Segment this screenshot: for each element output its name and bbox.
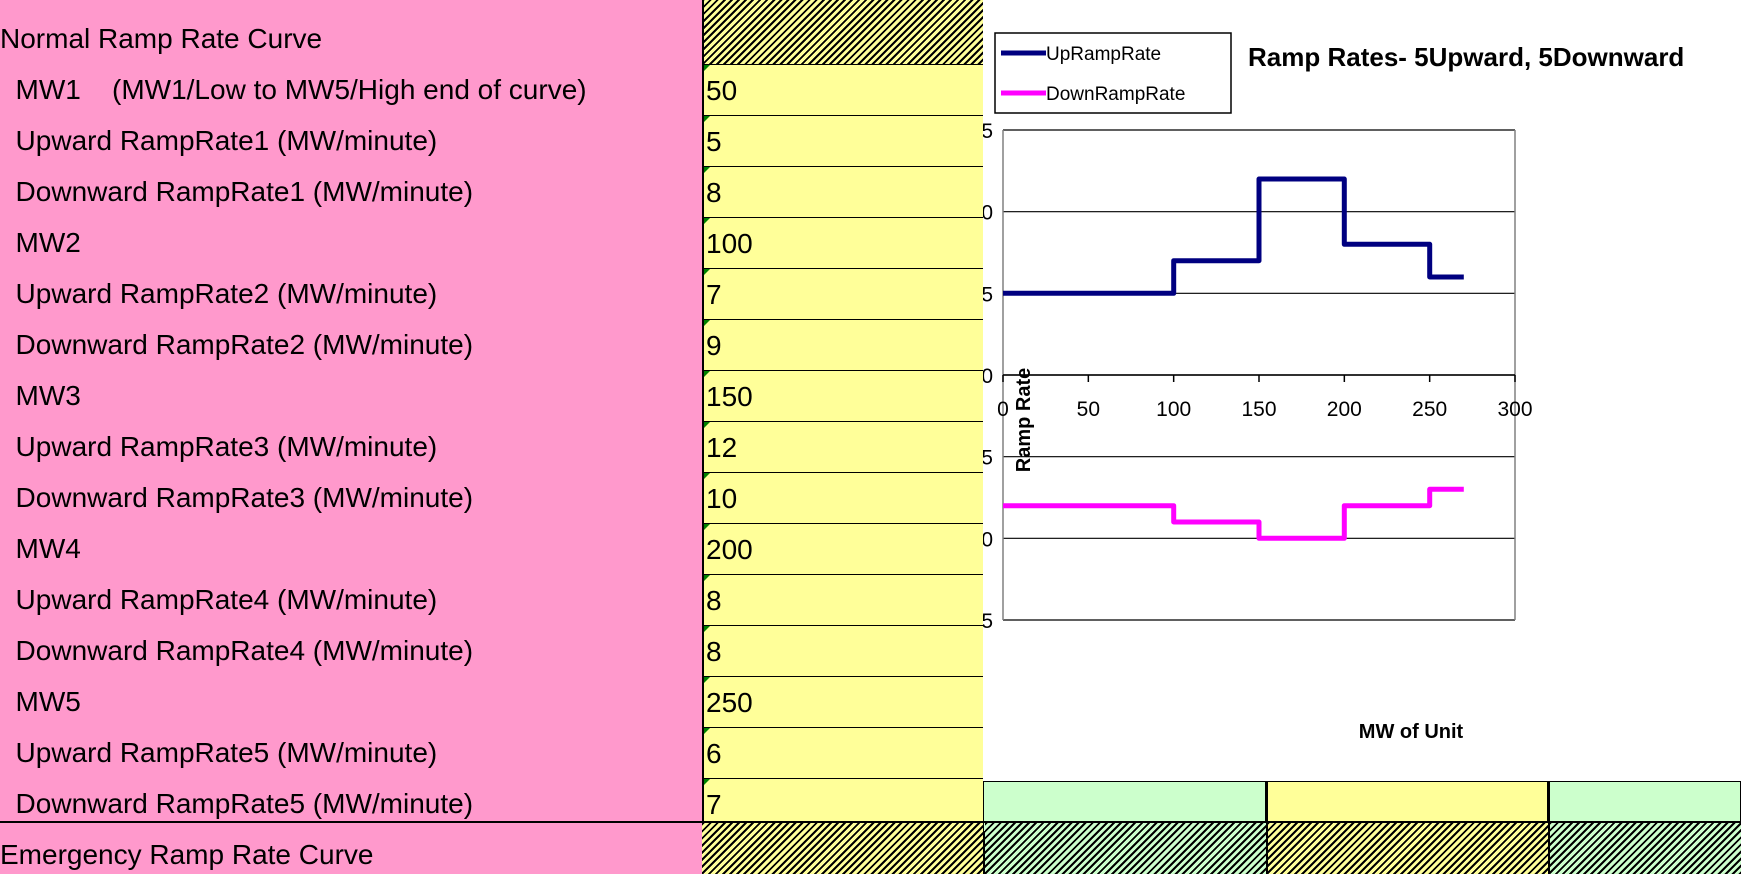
legend-down-label: DownRampRate	[1046, 84, 1185, 105]
row-label[interactable]: MW5	[0, 686, 81, 717]
x-tick-label: 0	[997, 398, 1009, 421]
y-tick-label: -10	[983, 528, 993, 551]
emergency-curve-header[interactable]: Emergency Ramp Rate Curve	[0, 839, 374, 870]
hatched-footer-cell-yellow[interactable]	[1267, 823, 1548, 874]
column-divider	[1266, 781, 1268, 874]
value-cell[interactable]: 7	[702, 778, 983, 829]
y-tick-label: 5	[983, 283, 993, 306]
row-label[interactable]: MW1 (MW1/Low to MW5/High end of curve)	[0, 74, 587, 105]
value-cell[interactable]: 50	[702, 64, 983, 115]
row-label[interactable]: Downward RampRate4 (MW/minute)	[0, 635, 474, 666]
row-label[interactable]: MW3	[0, 380, 81, 411]
y-tick-label: -5	[983, 447, 993, 470]
column-divider	[1548, 781, 1550, 874]
value-cell[interactable]: 8	[702, 625, 983, 676]
row-divider	[0, 821, 1741, 823]
column-divider	[702, 0, 704, 874]
chart-title: Ramp Rates- 5Upward, 5Downward	[1248, 42, 1684, 72]
x-tick-label: 150	[1241, 398, 1276, 421]
x-tick-label: 50	[1077, 398, 1100, 421]
row-label[interactable]: Upward RampRate2 (MW/minute)	[0, 278, 438, 309]
value-cell[interactable]: 200	[702, 523, 983, 574]
row-label[interactable]: MW4	[0, 533, 81, 564]
value-cell[interactable]: 12	[702, 421, 983, 472]
x-tick-label: 250	[1412, 398, 1447, 421]
legend-up-label: UpRampRate	[1046, 44, 1161, 65]
row-label[interactable]: Upward RampRate3 (MW/minute)	[0, 431, 438, 462]
hatched-footer-cell[interactable]	[702, 823, 983, 874]
y-tick-label: 15	[983, 120, 993, 143]
x-tick-label: 300	[1497, 398, 1532, 421]
value-cell[interactable]: 7	[702, 268, 983, 319]
value-cell[interactable]: 250	[702, 676, 983, 727]
ramp-rate-chart[interactable]: 151050-5-10-15050100150200250300 Ramp Ra…	[963, 0, 1741, 781]
value-cell[interactable]: 150	[702, 370, 983, 421]
value-cell[interactable]: 9	[702, 319, 983, 370]
hatched-header-cell[interactable]	[702, 0, 983, 64]
down-ramp-rate-line[interactable]	[1003, 486, 1464, 541]
row-label[interactable]: Downward RampRate1 (MW/minute)	[0, 176, 474, 207]
y-tick-label: 10	[983, 202, 993, 225]
x-tick-label: 100	[1156, 398, 1191, 421]
normal-curve-header[interactable]: Normal Ramp Rate Curve	[0, 23, 323, 54]
row-label[interactable]: Downward RampRate2 (MW/minute)	[0, 329, 474, 360]
legend-box	[994, 32, 1232, 114]
value-cell[interactable]: 6	[702, 727, 983, 778]
chart-legend[interactable]: UpRampRate DownRampRate	[994, 32, 1232, 114]
hatched-footer-cell-green-2[interactable]	[1549, 823, 1741, 874]
y-axis-label: Ramp Rate	[1013, 368, 1035, 472]
row-label[interactable]: Downward RampRate5 (MW/minute)	[0, 788, 474, 819]
row-label[interactable]: Downward RampRate3 (MW/minute)	[0, 482, 474, 513]
row-label[interactable]: MW2	[0, 227, 81, 258]
label-column	[0, 0, 702, 874]
row-label[interactable]: Upward RampRate4 (MW/minute)	[0, 584, 438, 615]
value-cell[interactable]: 10	[702, 472, 983, 523]
value-cell[interactable]: 8	[702, 574, 983, 625]
x-axis-label: MW of Unit	[1359, 721, 1464, 743]
y-tick-label: 0	[983, 365, 993, 388]
y-tick-label: -15	[983, 610, 993, 633]
value-cell[interactable]: 5	[702, 115, 983, 166]
row-label[interactable]: Upward RampRate1 (MW/minute)	[0, 125, 438, 156]
series-lines	[1003, 176, 1464, 541]
hatched-footer-cell-green-1[interactable]	[985, 823, 1266, 874]
value-cell[interactable]: 8	[702, 166, 983, 217]
chart-axes	[1002, 130, 1516, 620]
up-ramp-rate-line[interactable]	[1003, 176, 1464, 296]
x-tick-label: 200	[1327, 398, 1362, 421]
chart-svg: 151050-5-10-15050100150200250300 Ramp Ra…	[963, 32, 1684, 743]
row-label[interactable]: Upward RampRate5 (MW/minute)	[0, 737, 438, 768]
value-cell[interactable]: 100	[702, 217, 983, 268]
